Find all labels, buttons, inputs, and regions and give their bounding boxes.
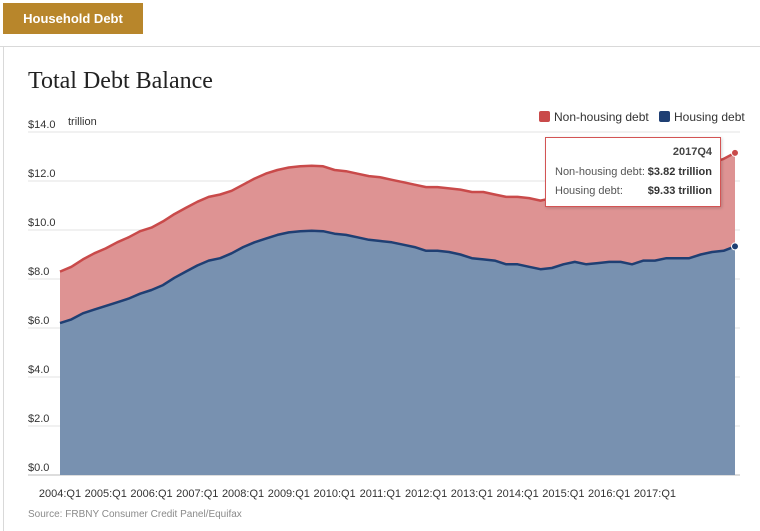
end-markers (731, 148, 739, 251)
x-tick-label: 2017:Q1 (634, 488, 676, 500)
y-tick-label: $10.0 (28, 217, 56, 229)
chart-title: Total Debt Balance (28, 68, 213, 94)
x-tick-label: 2004:Q1 (39, 488, 81, 500)
tooltip-value: $9.33 trillion (647, 185, 712, 197)
x-tick-label: 2005:Q1 (85, 488, 127, 500)
section-tab-household-debt[interactable]: Household Debt (3, 3, 143, 34)
legend-swatch (539, 111, 550, 122)
y-tick-label: $14.0 (28, 119, 56, 131)
x-tick-label: 2016:Q1 (588, 488, 630, 500)
tooltip-period: 2017Q4 (672, 146, 712, 158)
housing-end-marker[interactable] (731, 242, 739, 251)
tooltip: 2017Q4 Non-housing debt: $3.82 trillion … (545, 137, 721, 207)
x-tick-label: 2012:Q1 (405, 488, 447, 500)
y-tick-label: $4.0 (28, 364, 49, 376)
x-tick-label: 2007:Q1 (176, 488, 218, 500)
tooltip-label: Non-housing debt: (555, 166, 645, 178)
tooltip-row-non-housing: Non-housing debt: $3.82 trillion (555, 166, 712, 180)
y-tick-label: $0.0 (28, 462, 49, 474)
x-tick-label: 2013:Q1 (451, 488, 493, 500)
x-tick-label: 2009:Q1 (268, 488, 310, 500)
y-axis-ticks: $0.0 $2.0 $4.0 $6.0 $8.0 $10.0 $12.0 $14.0 (28, 119, 56, 474)
housing-debt-area (60, 230, 735, 475)
y-tick-label: $8.0 (28, 266, 49, 278)
x-tick-label: 2011:Q1 (360, 488, 401, 500)
x-tick-label: 2006:Q1 (130, 488, 172, 500)
header-divider (0, 46, 760, 47)
y-tick-label: $12.0 (28, 168, 56, 180)
x-tick-label: 2010:Q1 (313, 488, 355, 500)
legend: Non-housing debt Housing debt (539, 110, 745, 124)
y-tick-label: $2.0 (28, 413, 49, 425)
y-tick-label: $6.0 (28, 315, 49, 327)
legend-label: Non-housing debt (554, 110, 649, 124)
non-housing-end-marker[interactable] (731, 148, 739, 157)
tooltip-value: $3.82 trillion (647, 166, 712, 178)
x-axis-ticks: 2004:Q1 2005:Q1 2006:Q1 2007:Q1 2008:Q1 2009:… (39, 488, 676, 500)
legend-swatch (659, 111, 670, 122)
chart-panel (3, 47, 758, 531)
tooltip-label: Housing debt: (555, 185, 623, 197)
y-axis-unit-label: trillion (68, 116, 97, 128)
legend-label: Housing debt (674, 110, 745, 124)
tooltip-row-housing: Housing debt: $9.33 trillion (555, 185, 712, 199)
x-tick-label: 2015:Q1 (542, 488, 584, 500)
source-note: Source: FRBNY Consumer Credit Panel/Equi… (28, 509, 242, 520)
housing-debt-line (59, 229, 736, 325)
x-tick-label: 2008:Q1 (222, 488, 264, 500)
x-tick-label: 2014:Q1 (497, 488, 539, 500)
